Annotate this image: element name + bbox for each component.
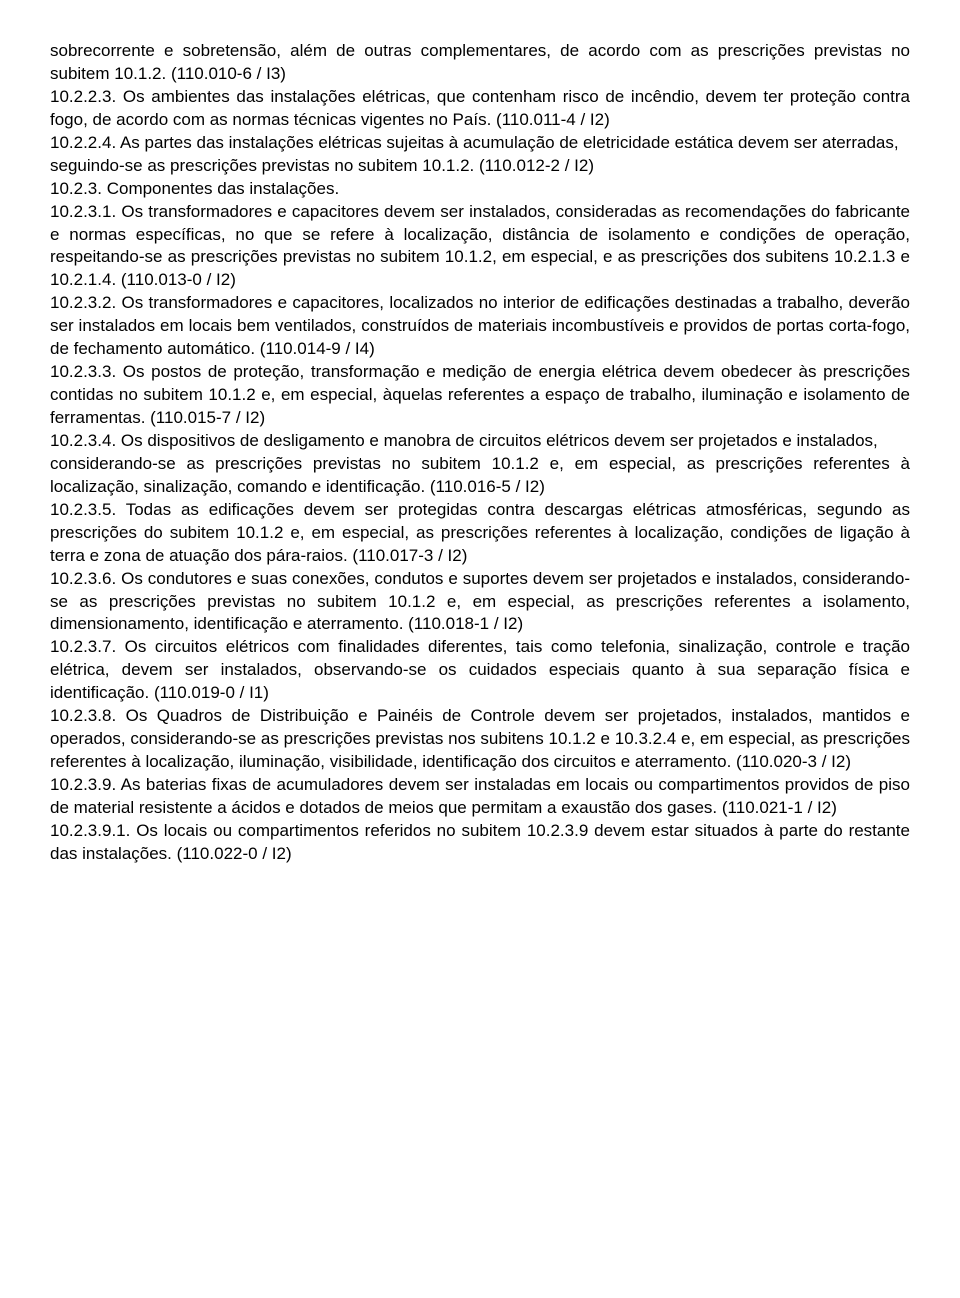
paragraph: considerando-se as prescrições previstas… — [50, 453, 910, 499]
paragraph: seguindo-se as prescrições previstas no … — [50, 155, 910, 178]
paragraph: 10.2.3. Componentes das instalações. — [50, 178, 910, 201]
paragraph: 10.2.3.8. Os Quadros de Distribuição e P… — [50, 705, 910, 774]
paragraph: 10.2.3.1. Os transformadores e capacitor… — [50, 201, 910, 293]
paragraph: sobrecorrente e sobretensão, além de out… — [50, 40, 910, 86]
paragraph: 10.2.3.6. Os condutores e suas conexões,… — [50, 568, 910, 637]
paragraph: 10.2.2.3. Os ambientes das instalações e… — [50, 86, 910, 132]
paragraph: 10.2.3.3. Os postos de proteção, transfo… — [50, 361, 910, 430]
paragraph: 10.2.3.4. Os dispositivos de desligament… — [50, 430, 910, 453]
paragraph: 10.2.3.9.1. Os locais ou compartimentos … — [50, 820, 910, 866]
paragraph: 10.2.3.2. Os transformadores e capacitor… — [50, 292, 910, 361]
paragraph: 10.2.3.7. Os circuitos elétricos com fin… — [50, 636, 910, 705]
paragraph: 10.2.3.5. Todas as edificações devem ser… — [50, 499, 910, 568]
paragraph: 10.2.2.4. As partes das instalações elét… — [50, 132, 910, 155]
document-body: sobrecorrente e sobretensão, além de out… — [50, 40, 910, 866]
paragraph: 10.2.3.9. As baterias fixas de acumulado… — [50, 774, 910, 820]
